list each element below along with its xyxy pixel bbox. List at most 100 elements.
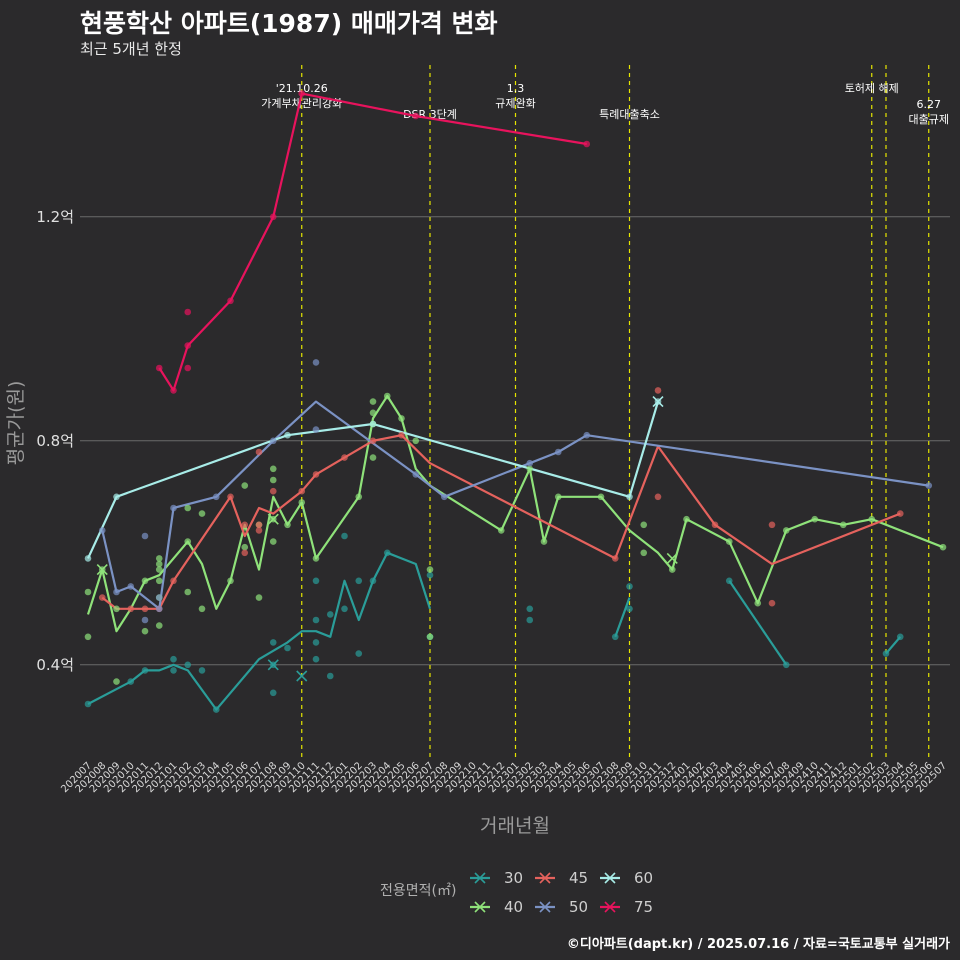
cross-marker-60 [652, 396, 664, 408]
data-point-30 [284, 644, 291, 652]
data-point-40 [113, 678, 120, 685]
data-point-50 [141, 532, 149, 540]
data-point-30 [170, 655, 177, 663]
data-point-40 [369, 409, 377, 417]
data-point-40 [155, 560, 163, 568]
cross-stroke [267, 659, 279, 671]
event-label: '21.10.26 [276, 82, 328, 95]
series-line-60 [87, 401, 660, 559]
data-point-40 [155, 555, 163, 562]
data-point-75 [583, 140, 591, 148]
data-point-40 [184, 588, 192, 596]
chart-subtitle: 최근 5개년 한정 [80, 40, 182, 58]
legend-label: 30 [504, 869, 523, 887]
data-point-45 [227, 493, 234, 501]
data-point-40 [198, 510, 206, 517]
data-point-40 [369, 454, 377, 461]
data-point-40 [155, 577, 163, 585]
data-point-40 [597, 493, 605, 501]
cross-marker-40 [96, 564, 108, 576]
source-caption: ©디아파트(dapt.kr) / 2025.07.16 / 자료=국토교통부 실… [566, 937, 950, 952]
legend-label: 50 [569, 898, 588, 916]
data-point-50 [98, 527, 106, 534]
cross-stroke [96, 564, 108, 576]
series-line-30 [614, 597, 631, 638]
legend-label: 75 [634, 898, 653, 916]
data-point-40 [640, 549, 648, 557]
data-point-40 [284, 521, 291, 529]
data-point-30 [269, 639, 277, 646]
data-point-45 [255, 448, 263, 456]
data-point-40 [640, 521, 648, 529]
data-point-40 [683, 515, 690, 523]
data-point-50 [155, 594, 163, 601]
data-point-30 [882, 650, 890, 657]
data-point-30 [127, 678, 135, 685]
data-point-40 [383, 392, 391, 400]
data-point-45 [654, 387, 662, 394]
data-point-50 [554, 448, 562, 456]
data-point-75 [412, 112, 420, 120]
data-point-50 [269, 437, 277, 445]
data-point-30 [326, 672, 334, 680]
data-point-40 [939, 543, 947, 551]
data-point-40 [526, 465, 534, 473]
data-point-40 [554, 493, 562, 501]
legend-swatch-cross [539, 901, 551, 913]
data-point-40 [754, 599, 762, 607]
data-point-50 [113, 588, 120, 596]
cross-stroke [296, 670, 308, 682]
legend-item-30: 30 [470, 869, 523, 887]
data-point-50 [440, 493, 448, 501]
data-point-45 [896, 510, 904, 517]
data-point-40 [497, 527, 505, 534]
data-point-40 [398, 415, 405, 422]
cross-marker-40 [666, 552, 678, 564]
data-point-50 [155, 605, 163, 613]
data-point-75 [269, 213, 277, 221]
data-point-30 [626, 605, 633, 613]
legend: 전용면적(㎡) 30 45 60 40 50 75 [380, 869, 653, 916]
data-point-30 [611, 633, 619, 641]
data-point-40 [540, 538, 548, 545]
data-point-75 [184, 342, 192, 349]
y-axis-title: 평균가(원) [5, 381, 27, 466]
data-points [84, 90, 947, 713]
data-point-40 [84, 588, 92, 596]
event-label: 대출규제 [909, 113, 949, 126]
series-line-40 [86, 394, 944, 633]
data-point-50 [170, 504, 177, 512]
data-point-40 [298, 499, 306, 506]
data-point-30 [84, 700, 92, 708]
data-point-40 [426, 566, 434, 573]
data-point-75 [184, 308, 192, 316]
data-point-40 [782, 527, 790, 534]
event-label: 6.27 [917, 98, 942, 111]
data-point-40 [668, 566, 676, 573]
data-point-45 [398, 431, 405, 439]
legend-item-40: 40 [470, 898, 523, 916]
data-point-30 [526, 605, 534, 613]
data-point-40 [355, 493, 363, 501]
series-line-30 [728, 580, 788, 666]
data-point-50 [526, 459, 534, 467]
data-point-40 [155, 566, 163, 573]
data-point-75 [155, 364, 163, 372]
data-point-40 [269, 465, 277, 473]
data-point-40 [184, 504, 192, 512]
cross-markers [96, 396, 678, 682]
data-point-30 [896, 633, 904, 641]
data-point-45 [341, 454, 348, 461]
event-label: 특례대출축소 [599, 108, 660, 121]
data-point-30 [184, 661, 192, 669]
data-point-50 [312, 426, 320, 433]
legend-item-50: 50 [535, 898, 588, 916]
legend-swatch-cross [474, 872, 486, 884]
data-point-50 [583, 431, 591, 439]
data-point-30 [383, 549, 391, 557]
cross-marker-30 [267, 659, 279, 671]
data-point-30 [198, 667, 206, 674]
data-point-40 [269, 538, 277, 545]
data-point-50 [925, 482, 933, 489]
